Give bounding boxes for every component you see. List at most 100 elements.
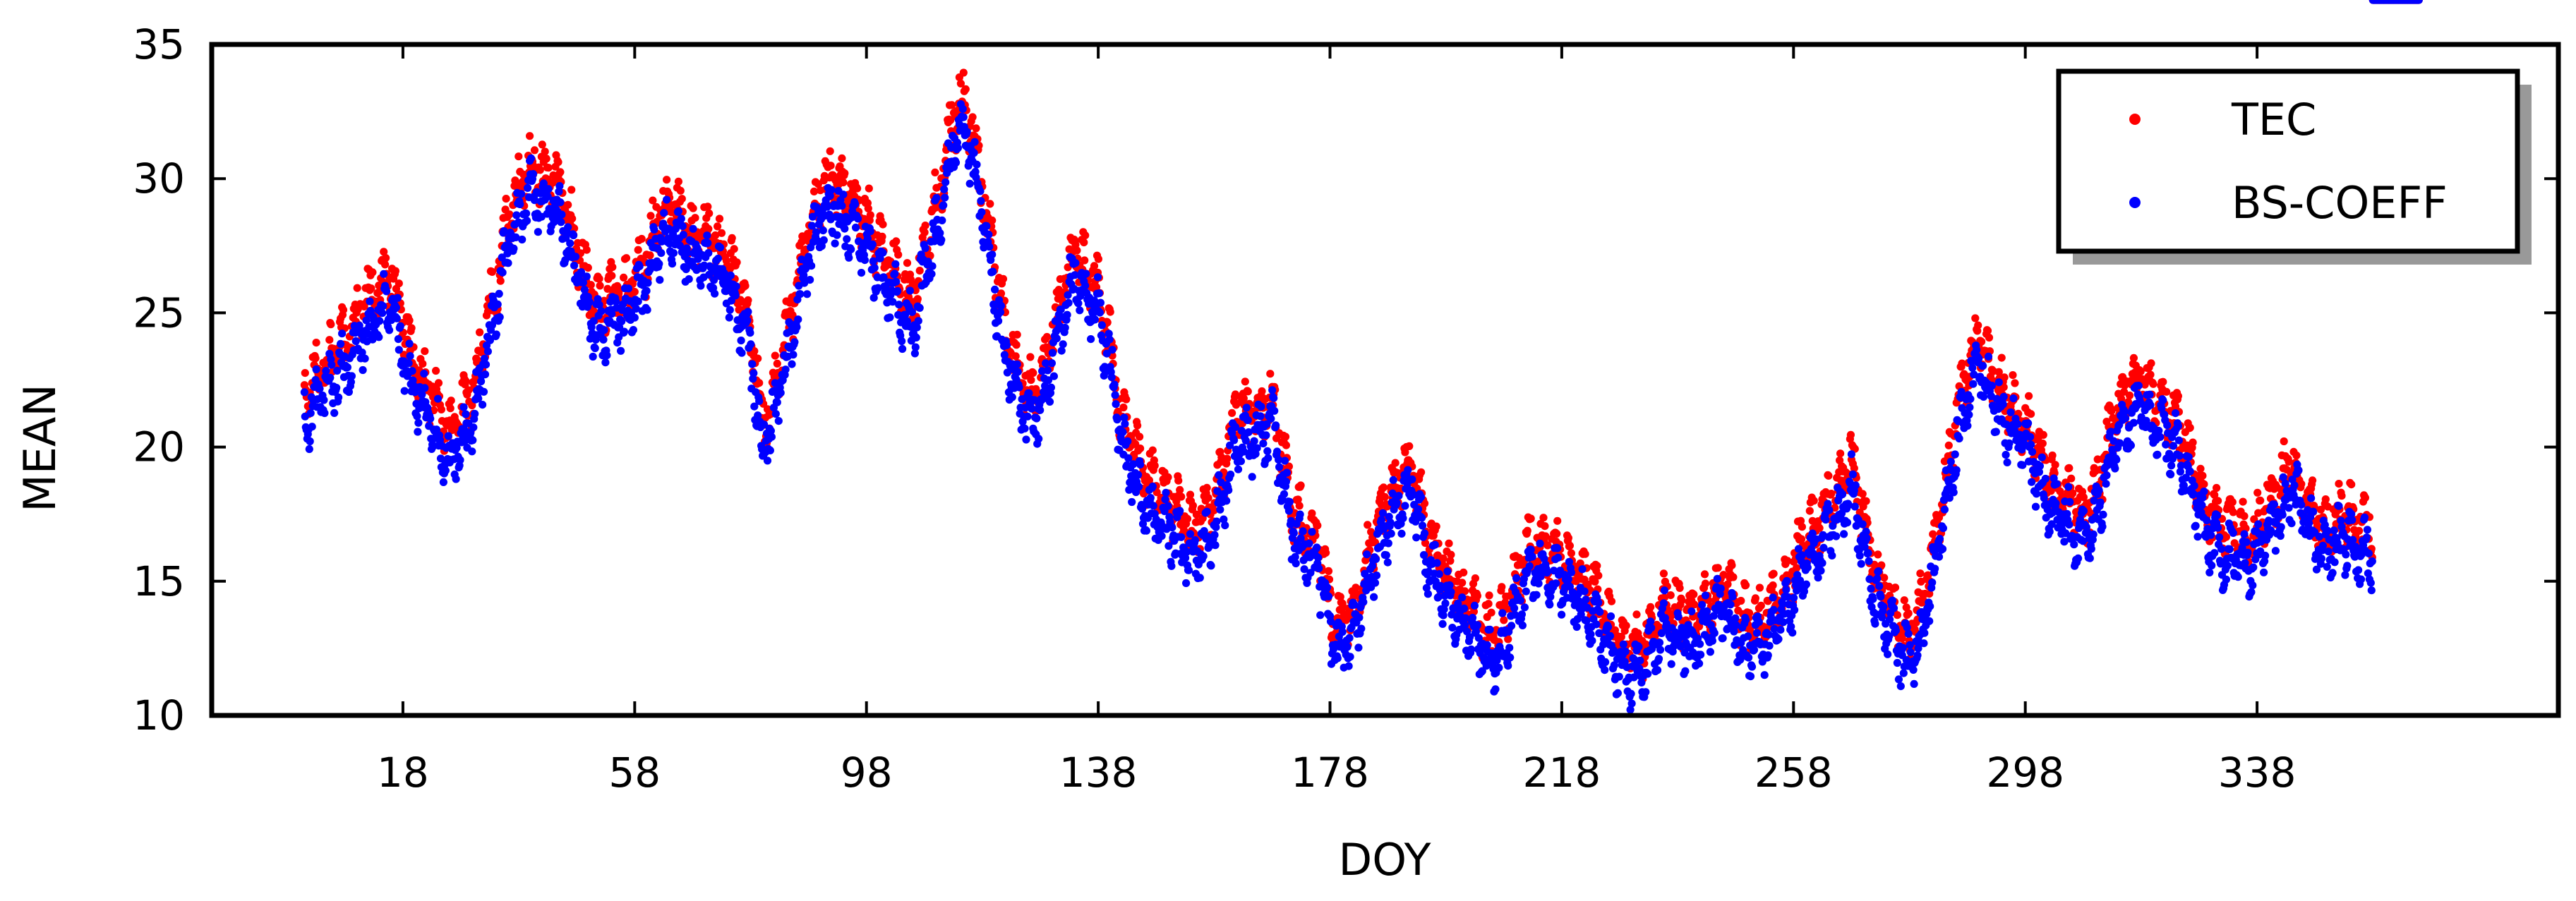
bs-coeff-point: [1578, 565, 1587, 574]
tec-point: [689, 204, 697, 212]
tec-point: [2038, 439, 2047, 448]
bs-coeff-point: [852, 223, 860, 232]
bs-coeff-point: [908, 308, 916, 316]
tec-point: [1850, 464, 1858, 473]
bs-coeff-point: [1035, 435, 1043, 443]
bs-coeff-point: [1343, 643, 1352, 651]
bs-coeff-point: [1113, 416, 1121, 424]
bs-coeff-point: [420, 370, 428, 378]
tec-point: [1122, 395, 1131, 404]
bs-coeff-point: [928, 262, 937, 270]
bs-coeff-point: [624, 284, 633, 293]
bs-coeff-point: [1306, 569, 1315, 577]
bs-coeff-point: [471, 409, 479, 418]
bs-coeff-point: [1572, 622, 1581, 631]
bs-coeff-point: [1167, 562, 1176, 570]
bs-coeff-point: [512, 233, 520, 241]
tec-point: [1827, 490, 1836, 498]
bs-coeff-point: [332, 384, 341, 392]
bs-coeff-point: [1248, 473, 1256, 481]
tec-point: [2025, 392, 2033, 400]
bs-coeff-point: [529, 170, 538, 179]
bs-coeff-point: [1263, 420, 1271, 428]
bs-coeff-point: [1397, 529, 1406, 538]
bs-coeff-point: [845, 253, 853, 262]
bs-coeff-point: [1445, 581, 1454, 590]
bs-coeff-point: [663, 195, 671, 204]
bs-coeff-point: [333, 366, 342, 375]
bs-coeff-point: [1636, 656, 1644, 665]
tec-point: [2355, 526, 2364, 536]
bs-coeff-point: [1505, 627, 1513, 636]
bs-coeff-point: [650, 225, 658, 234]
bs-coeff-point: [1146, 494, 1155, 502]
tec-point: [1081, 256, 1089, 265]
tec-point: [1405, 442, 1414, 451]
bs-coeff-point: [1601, 666, 1609, 675]
bs-coeff-point: [439, 478, 448, 487]
bs-coeff-point: [1059, 340, 1067, 349]
bs-coeff-point: [725, 313, 733, 322]
tec-point: [1282, 441, 1290, 449]
bs-coeff-point: [320, 409, 329, 418]
tec-point: [691, 214, 699, 222]
bs-coeff-point: [1582, 595, 1590, 604]
tec-point: [405, 316, 414, 325]
bs-coeff-point: [1418, 521, 1427, 530]
tec-point: [1439, 554, 1448, 563]
bs-coeff-point: [1256, 412, 1265, 421]
bs-coeff-point: [1275, 463, 1284, 471]
tec-point: [1714, 564, 1722, 572]
bs-coeff-point: [788, 360, 796, 368]
bs-coeff-point: [526, 154, 536, 162]
bs-coeff-point: [1013, 368, 1022, 376]
bs-coeff-point: [1596, 607, 1604, 616]
bs-coeff-point: [839, 191, 848, 199]
tec-point: [530, 146, 539, 155]
bs-coeff-point: [629, 326, 638, 334]
bs-coeff-point: [518, 235, 526, 244]
bs-coeff-point: [1221, 521, 1229, 530]
bs-coeff-point: [1518, 621, 1527, 630]
tec-point: [1958, 359, 1966, 368]
tec-point: [514, 152, 523, 161]
tec-point: [1796, 516, 1805, 525]
tec-point: [407, 324, 416, 332]
bs-coeff-point: [385, 326, 394, 334]
bs-coeff-point: [481, 361, 490, 369]
bs-coeff-point: [1121, 420, 1129, 428]
bs-coeff-point: [1527, 545, 1535, 554]
tec-point: [1258, 387, 1266, 396]
bs-coeff-point: [1063, 310, 1071, 319]
bs-coeff-point: [1087, 335, 1095, 344]
tec-point: [505, 210, 514, 219]
bs-coeff-point: [330, 409, 339, 418]
bs-coeff-point: [1300, 565, 1308, 574]
tec-point: [1106, 308, 1114, 316]
tec-point: [2146, 370, 2155, 379]
bs-coeff-point: [1448, 610, 1456, 619]
bs-coeff-point: [392, 303, 401, 312]
bs-coeff-point: [312, 365, 320, 374]
bs-coeff-point: [1483, 641, 1491, 649]
bs-coeff-point: [731, 291, 740, 300]
tec-point: [733, 258, 741, 267]
bs-coeff-point: [1655, 639, 1664, 647]
tec-point: [2239, 497, 2247, 506]
bs-coeff-point: [400, 387, 409, 395]
tec-point: [2162, 387, 2171, 396]
bs-coeff-point: [456, 456, 464, 464]
bs-coeff-point: [1389, 476, 1397, 485]
bs-coeff-point: [1220, 515, 1228, 524]
bs-coeff-point: [1105, 335, 1114, 344]
bs-coeff-point: [327, 361, 336, 369]
bs-coeff-point: [1242, 404, 1251, 412]
bs-coeff-point: [915, 303, 924, 312]
tec-point: [381, 260, 390, 269]
bs-coeff-point: [1378, 509, 1387, 517]
tec-point: [1742, 581, 1750, 590]
bs-coeff-point: [1355, 613, 1364, 622]
tec-point: [2174, 392, 2182, 400]
bs-coeff-point: [988, 250, 997, 259]
